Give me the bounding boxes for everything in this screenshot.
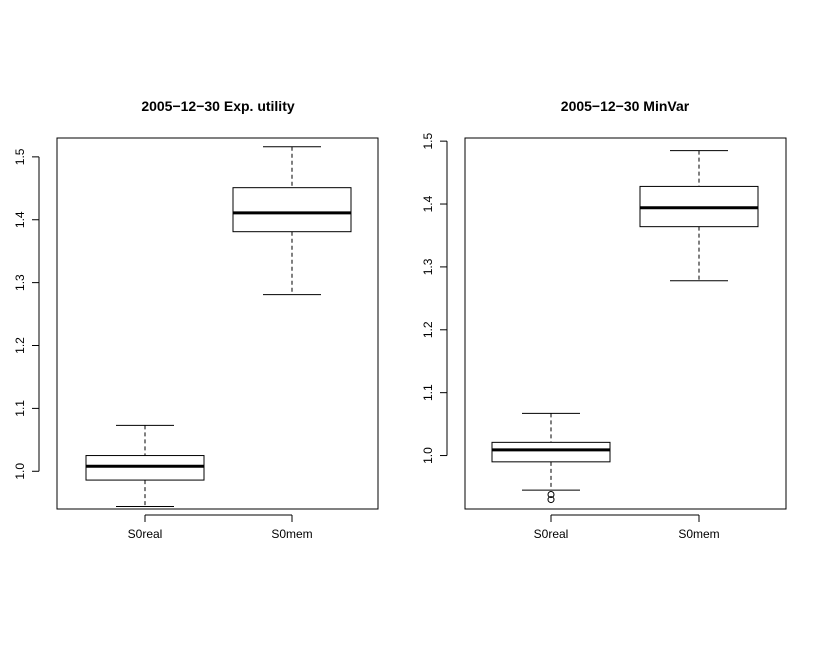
y-tick-label: 1.2 (421, 321, 435, 338)
y-tick-label: 1.1 (13, 400, 27, 417)
box-S0mem (639, 150, 759, 282)
chart-title: 2005−12−30 Exp. utility (141, 98, 295, 114)
y-tick-label: 1.3 (421, 258, 435, 275)
box-S0real (491, 412, 611, 504)
y-tick-label: 1.5 (421, 132, 435, 149)
y-tick-label: 1.4 (421, 195, 435, 212)
category-label: S0real (534, 527, 569, 541)
panel-minvar: 2005−12−30 MinVar S0real S0mem 1.0 1.1 1.2… (421, 98, 787, 541)
outlier-point (547, 496, 555, 504)
box-S0real (85, 424, 205, 507)
y-tick-label: 1.1 (421, 384, 435, 401)
y-tick-label: 1.0 (421, 447, 435, 464)
y-tick-label: 1.4 (13, 211, 27, 228)
plot-frame (56, 137, 379, 510)
plot-frame (464, 137, 787, 510)
category-label: S0mem (271, 527, 312, 541)
category-label: S0real (128, 527, 163, 541)
iqr-box (491, 441, 611, 463)
iqr-box (85, 455, 205, 481)
y-tick-label: 1.3 (13, 274, 27, 291)
category-label: S0mem (678, 527, 719, 541)
y-tick-label: 1.5 (13, 148, 27, 165)
outlier-point (547, 491, 555, 499)
box-S0mem (232, 146, 352, 296)
panel-exp-utility: 2005−12−30 Exp. utility S0real S0mem 1.0… (13, 98, 379, 541)
chart-title: 2005−12−30 MinVar (561, 98, 690, 114)
y-tick-label: 1.2 (13, 337, 27, 354)
iqr-box (232, 187, 352, 233)
y-tick-label: 1.0 (13, 463, 27, 480)
